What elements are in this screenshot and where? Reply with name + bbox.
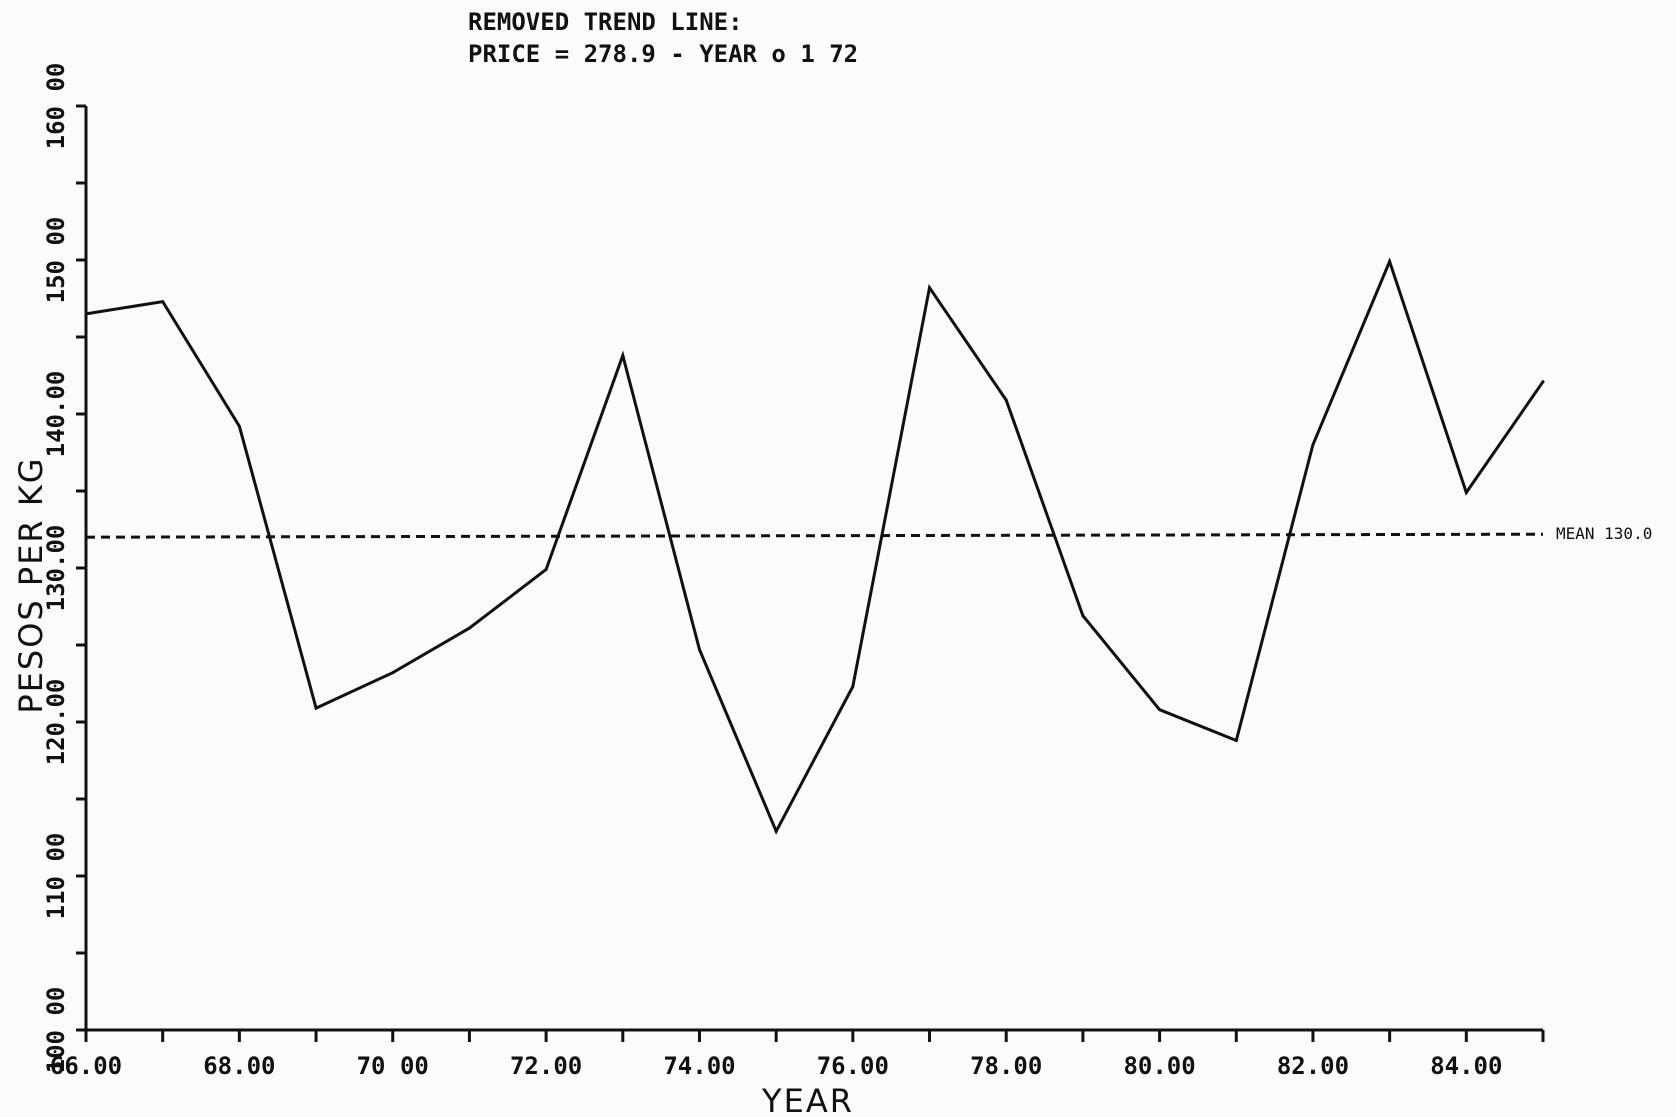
x-tick-label: 84.00 [1430, 1052, 1502, 1080]
x-tick-label: 72.00 [510, 1052, 582, 1080]
x-tick-label: 68.00 [203, 1052, 275, 1080]
x-tick-label: 78.00 [970, 1052, 1042, 1080]
data-point [697, 648, 701, 652]
data-point [1464, 491, 1468, 495]
y-tick-label: 110 00 [42, 833, 70, 920]
data-point [84, 312, 88, 316]
y-axis-title: PESOS PER KG [12, 456, 50, 713]
data-point [1311, 443, 1315, 447]
data-point [237, 424, 241, 428]
series-group [84, 257, 1545, 835]
y-tick-label: 120.00 [42, 679, 70, 766]
price-series-line [85, 257, 1545, 835]
data-point [928, 286, 932, 290]
chart-title-line-2: PRICE = 278.9 - YEAR o 1 72 [468, 40, 858, 68]
mean-reference-label: MEAN 130.0 [1556, 524, 1652, 543]
data-point [467, 626, 471, 630]
x-axis-title: YEAR [761, 1082, 854, 1117]
chart-title-line-1: REMOVED TREND LINE: [468, 8, 743, 36]
data-point [314, 706, 318, 710]
y-tick-label: 160 00 [42, 63, 70, 150]
data-point [391, 671, 395, 675]
y-tick-label: 150 00 [42, 217, 70, 304]
x-tick-label: 82.00 [1277, 1052, 1349, 1080]
data-point [621, 353, 625, 357]
x-tick-label: 76.00 [817, 1052, 889, 1080]
reference-line-group: MEAN 130.0 [85, 524, 1652, 543]
data-point [1081, 614, 1085, 618]
data-point [1541, 380, 1545, 384]
data-point [1004, 398, 1008, 402]
y-tick-label: 140.00 [42, 371, 70, 458]
x-tick-label: 66.00 [50, 1052, 122, 1080]
data-point [544, 568, 548, 572]
y-tick-label: 130.00 [42, 525, 70, 612]
y-tick-label: 100 00 [42, 987, 70, 1074]
data-point [1158, 708, 1162, 712]
x-tick-label: 70 00 [357, 1052, 429, 1080]
data-point [1388, 260, 1392, 264]
axes: 66.00 68.00 70 00 72.00 74.00 76.00 78.00 80.00… [42, 63, 1545, 1080]
data-point [161, 300, 165, 304]
data-point [774, 829, 778, 833]
data-point [1234, 738, 1238, 742]
mean-reference-line [85, 532, 1544, 539]
x-tick-label: 80.00 [1123, 1052, 1195, 1080]
data-point [851, 685, 855, 689]
x-tick-label: 74.00 [663, 1052, 735, 1080]
